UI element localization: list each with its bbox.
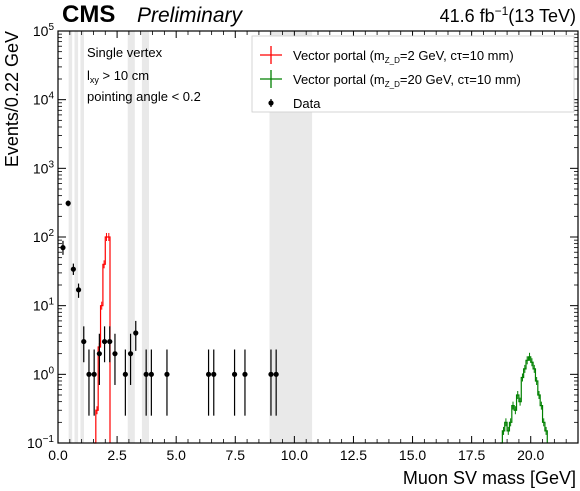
x-tick-label: 10.0 [281, 447, 308, 463]
x-tick-label: 17.5 [458, 447, 485, 463]
x-tick-label: 15.0 [399, 447, 426, 463]
data-point [81, 338, 87, 345]
y-tick-label: 104 [33, 91, 55, 108]
x-tick-label: 7.5 [226, 447, 246, 463]
x-tick-label: 12.5 [340, 447, 367, 463]
data-point [70, 266, 76, 272]
legend: Vector portal (mZ_D=2 GeV, cτ=10 mm) Vect… [251, 35, 575, 113]
x-tick-label: 5.0 [166, 447, 186, 463]
lumi-exponent: −1 [495, 4, 509, 18]
selection-lxy-sub: xy [90, 75, 100, 85]
energy-label: (13 TeV) [508, 6, 576, 26]
veto-band [80, 31, 84, 443]
data-point [122, 371, 128, 377]
selection-line-1: Single vertex [87, 45, 163, 60]
data-point [91, 371, 97, 377]
data-point [112, 351, 118, 357]
cms-label: CMS [62, 1, 115, 28]
data-point [65, 200, 71, 206]
legend-label: Vector portal (mZ_D=20 GeV, cτ=10 mm) [293, 72, 521, 89]
data-point [96, 351, 102, 357]
veto-band [74, 31, 79, 443]
preliminary-label: Preliminary [137, 4, 244, 27]
lumi-value: 41.6 fb [440, 6, 495, 26]
signal-histogram [93, 236, 111, 444]
x-tick-label: 20.0 [517, 447, 544, 463]
data-point [273, 371, 279, 377]
data-point [205, 371, 212, 377]
data-point [148, 371, 154, 377]
veto-band [127, 31, 135, 443]
data-point [143, 371, 149, 377]
data-point [211, 371, 217, 377]
plot-frame [57, 30, 579, 444]
y-tick-label: 10−1 [27, 434, 54, 451]
selection-line-3: pointing angle < 0.2 [87, 89, 201, 104]
selection-line-2: lxy > 10 cm [87, 68, 149, 85]
data-point [268, 371, 274, 377]
legend-frame [251, 35, 575, 113]
x-axis-label: Muon SV mass [GeV] [403, 468, 576, 488]
axis-ticks [57, 30, 579, 444]
data-point [107, 338, 113, 345]
data-point [101, 338, 108, 345]
data-point [231, 371, 238, 377]
data-point [242, 371, 248, 377]
veto-band [68, 31, 73, 443]
y-axis-label: Events/0.22 GeV [2, 31, 22, 167]
tick-labels: 0.0 2.5 5.0 7.5 10.0 12.5 15.0 17.5 20.0 10−1 100 1… [27, 22, 545, 463]
series-layer [60, 200, 548, 444]
selection-lxy-rest: > 10 cm [99, 68, 149, 83]
luminosity-label: 41.6 fb−1(13 TeV) [440, 4, 576, 26]
data-point [75, 287, 82, 293]
y-tick-label: 101 [33, 297, 55, 314]
y-tick-label: 102 [33, 228, 55, 245]
data-point [164, 371, 170, 377]
data-point [86, 371, 92, 377]
data-point [127, 351, 134, 357]
data-point [133, 330, 139, 336]
veto-band [141, 31, 149, 443]
y-tick-label: 105 [33, 22, 55, 39]
signal-histogram [500, 356, 548, 444]
y-tick-label: 100 [33, 365, 55, 382]
x-tick-label: 0.0 [48, 447, 68, 463]
x-tick-label: 2.5 [107, 447, 127, 463]
legend-label: Data [293, 96, 321, 111]
legend-label: Vector portal (mZ_D=2 GeV, cτ=10 mm) [293, 48, 514, 65]
y-tick-label: 103 [33, 159, 55, 176]
selection-lxy: l [87, 68, 90, 83]
data-point [60, 245, 66, 251]
